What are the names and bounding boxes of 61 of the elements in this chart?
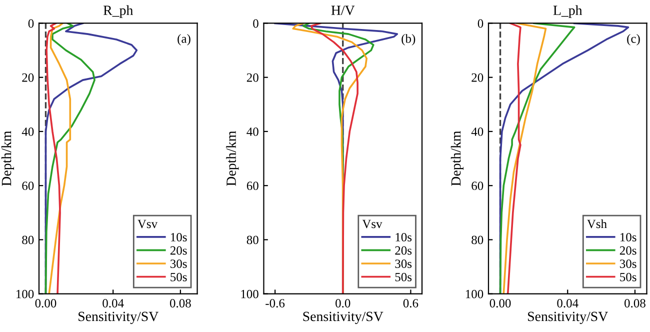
x-tick-label: 0.00 [35,299,56,308]
line-series [48,23,72,294]
y-tick-label: 60 [246,182,258,190]
line-series [499,23,576,294]
y-tick-label: 20 [246,73,258,82]
legend-label: 20s [170,246,187,255]
line-series [506,23,522,294]
y-tick-label: 60 [22,182,34,190]
legend-label: 10s [396,232,412,242]
legend-title: Vsv [362,220,382,228]
line-series [310,23,358,294]
legend-label: 50s [395,272,412,282]
legend-label: 20s [620,246,636,255]
chart-title: H/V [331,6,355,16]
legend-label: 30s [170,260,187,268]
y-axis-title: Depth/km [226,130,239,186]
y-tick-label: 0 [28,19,34,28]
y-tick-label: 0 [478,19,484,28]
legend-label: 30s [620,260,636,268]
y-tick-label: 80 [472,236,484,244]
x-tick-label: 0.08 [170,299,191,308]
y-tick-label: 100 [466,290,484,298]
chart-title: R_ph [103,5,133,18]
y-tick-label: 40 [246,127,258,136]
x-axis-title: Sensitivity/SV [78,312,158,324]
annotation: (a) [178,34,190,46]
legend-label: 50s [620,272,636,282]
y-tick-label: 20 [472,73,484,82]
y-axis-title: Depth/km [450,130,464,186]
x-tick-label: 0.04 [557,299,578,308]
annotation: (c) [627,34,640,46]
legend-title: Vsv [138,220,158,228]
y-axis-title: Depth/km [1,130,14,186]
x-tick-label: 0.08 [624,299,646,308]
x-tick-label: 0.0 [336,299,350,308]
legend-label: 10s [171,232,187,242]
annotation: (b) [402,34,416,46]
y-tick-label: 0 [253,19,258,28]
legend-label: 10s [620,232,636,242]
legend-title: Vsh [587,219,607,228]
legend-label: 30s [395,260,412,268]
y-tick-label: 60 [472,182,484,190]
y-tick-label: 80 [246,236,258,244]
chart-title: L_ph [553,5,582,18]
y-tick-label: 40 [22,127,34,136]
line-series [44,23,96,294]
y-tick-label: 20 [22,73,34,82]
y-tick-label: 100 [241,290,258,298]
y-tick-label: 40 [471,127,484,136]
x-tick-label: 0.04 [102,299,124,308]
line-series [502,23,547,294]
x-tick-label: -0.6 [266,299,285,308]
x-tick-label: 0.6 [403,299,418,308]
legend-label: 20s [395,246,412,255]
y-tick-label: 80 [22,236,34,244]
x-tick-label: 0.00 [490,299,511,308]
x-axis-title: Sensitivity/SV [303,312,384,324]
y-tick-label: 100 [16,290,34,298]
line-series [46,23,61,294]
x-axis-title: Sensitivity/SV [528,312,608,324]
legend-label: 50s [170,272,187,282]
